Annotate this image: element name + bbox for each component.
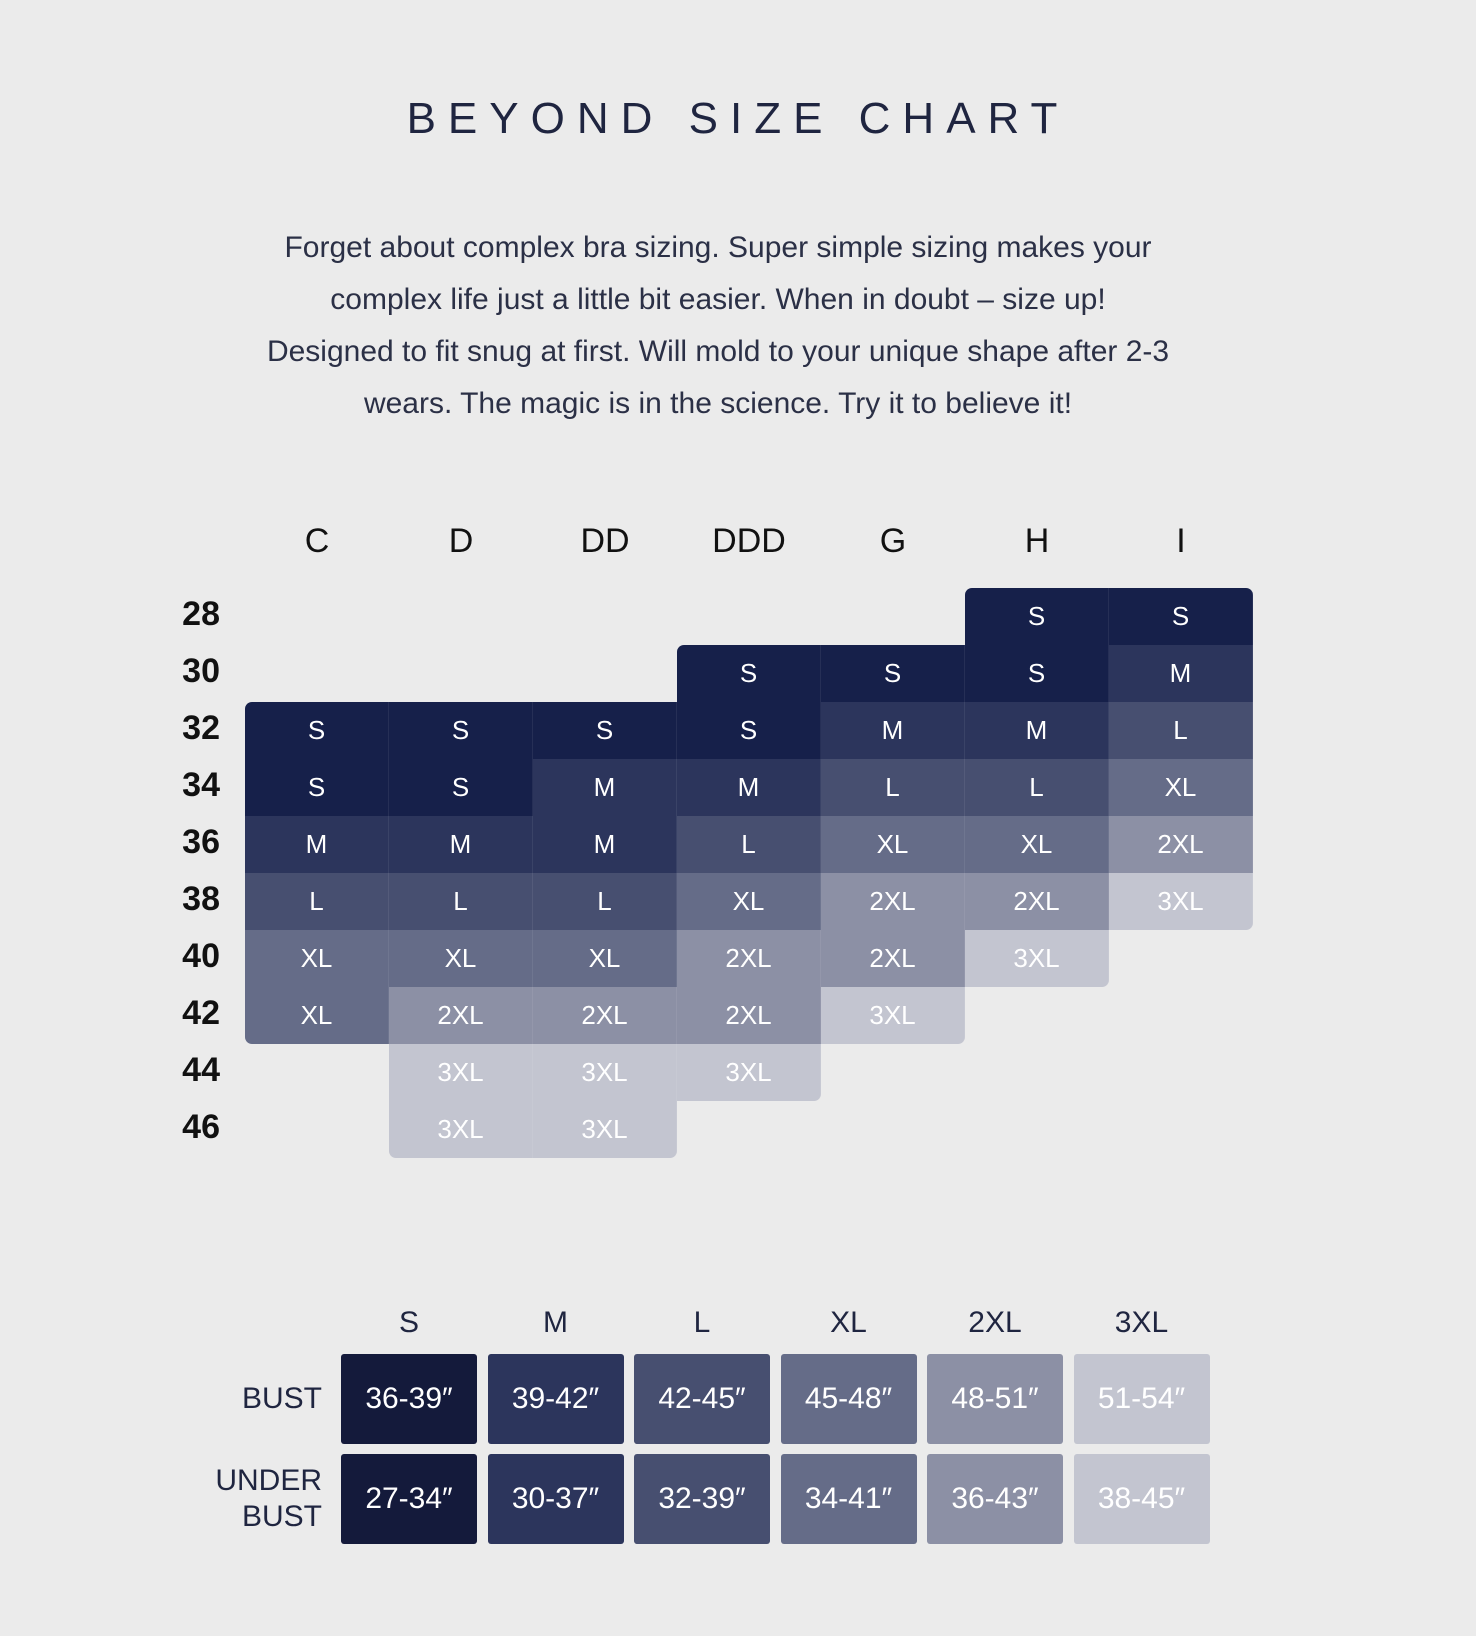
size-cell: XL bbox=[389, 930, 533, 987]
measure-cell: 30-37″ bbox=[487, 1454, 624, 1544]
band-label-28: 28 bbox=[182, 595, 220, 633]
cup-header-i: I bbox=[1176, 522, 1186, 560]
size-cell: 2XL bbox=[677, 987, 821, 1044]
size-cell: M bbox=[965, 702, 1109, 759]
size-cell: 3XL bbox=[965, 930, 1109, 987]
band-label-44: 44 bbox=[182, 1051, 220, 1089]
measure-header-xl: XL bbox=[830, 1306, 867, 1339]
band-label-30: 30 bbox=[182, 652, 220, 690]
size-cell: S bbox=[245, 702, 389, 759]
measure-header-2xl: 2XL bbox=[968, 1306, 1022, 1339]
size-cell: XL bbox=[533, 930, 677, 987]
measure-cell: 36-39″ bbox=[341, 1354, 477, 1444]
size-cell: M bbox=[1109, 645, 1253, 702]
size-cell: S bbox=[677, 645, 821, 702]
intro-line: complex life just a little bit easier. W… bbox=[330, 283, 1106, 316]
size-cell: S bbox=[965, 645, 1109, 702]
size-cell: S bbox=[677, 702, 821, 759]
size-cell: 2XL bbox=[821, 930, 965, 987]
measure-cell: 48-51″ bbox=[927, 1354, 1063, 1444]
size-cell: 2XL bbox=[677, 930, 821, 987]
cup-header-g: G bbox=[879, 522, 907, 560]
size-cell: XL bbox=[245, 930, 389, 987]
size-cell: 3XL bbox=[389, 1044, 533, 1101]
measure-row-label-line: BUST bbox=[241, 1382, 322, 1415]
cup-header-d: D bbox=[448, 522, 474, 560]
measure-row-label-line: BUST bbox=[241, 1500, 322, 1533]
size-cell: M bbox=[389, 816, 533, 873]
measure-cell: 38-45″ bbox=[1073, 1454, 1210, 1544]
size-cell: XL bbox=[245, 987, 389, 1044]
measure-row-label: UNDER BUST bbox=[180, 1463, 322, 1535]
band-label-32: 32 bbox=[182, 709, 220, 747]
size-cell: 3XL bbox=[533, 1101, 677, 1158]
cup-header-dd: DD bbox=[580, 522, 630, 560]
band-label-36: 36 bbox=[182, 823, 220, 861]
size-cell: M bbox=[245, 816, 389, 873]
size-cell: M bbox=[821, 702, 965, 759]
size-cell: 3XL bbox=[821, 987, 965, 1044]
measure-cell: 27-34″ bbox=[341, 1454, 477, 1544]
measure-row-label-line: UNDER bbox=[215, 1464, 322, 1497]
measure-cell: 36-43″ bbox=[927, 1454, 1063, 1544]
cup-header-c: C bbox=[304, 522, 330, 560]
band-label-40: 40 bbox=[182, 937, 220, 975]
measure-cell: 39-42″ bbox=[487, 1354, 624, 1444]
size-cell: XL bbox=[965, 816, 1109, 873]
intro-text: Forget about complex bra sizing. Super s… bbox=[200, 222, 1236, 430]
size-cell: 2XL bbox=[533, 987, 677, 1044]
size-cell: S bbox=[533, 702, 677, 759]
size-cell: L bbox=[245, 873, 389, 930]
size-cell: L bbox=[965, 759, 1109, 816]
size-cell: XL bbox=[1109, 759, 1253, 816]
measure-cell: 51-54″ bbox=[1073, 1354, 1210, 1444]
band-label-42: 42 bbox=[182, 994, 220, 1032]
size-cell: S bbox=[245, 759, 389, 816]
intro-line: wears. The magic is in the science. Try … bbox=[363, 387, 1073, 420]
cup-header-ddd: DDD bbox=[712, 522, 786, 560]
size-cell: 3XL bbox=[677, 1044, 821, 1101]
measure-cell: 45-48″ bbox=[780, 1354, 917, 1444]
size-cell: 2XL bbox=[965, 873, 1109, 930]
measure-header-l: L bbox=[693, 1306, 711, 1339]
size-cell: 2XL bbox=[821, 873, 965, 930]
size-cell: 3XL bbox=[389, 1101, 533, 1158]
size-cell: 3XL bbox=[533, 1044, 677, 1101]
intro-line: Forget about complex bra sizing. Super s… bbox=[284, 231, 1152, 264]
size-cell: L bbox=[389, 873, 533, 930]
size-cell: S bbox=[389, 702, 533, 759]
measure-header-m: M bbox=[543, 1306, 568, 1339]
intro-line: Designed to fit snug at first. Will mold… bbox=[266, 335, 1170, 368]
page-title: BEYOND SIZE CHART bbox=[406, 94, 1070, 143]
measure-cell: 32-39″ bbox=[634, 1454, 770, 1544]
size-cell: M bbox=[533, 816, 677, 873]
measure-header-s: S bbox=[398, 1306, 419, 1339]
size-cell: 3XL bbox=[1109, 873, 1253, 930]
size-cell: XL bbox=[677, 873, 821, 930]
measure-cell: 34-41″ bbox=[780, 1454, 917, 1544]
measure-header-3xl: 3XL bbox=[1114, 1306, 1169, 1339]
size-cell: S bbox=[821, 645, 965, 702]
band-label-38: 38 bbox=[182, 880, 220, 918]
measure-row-label: BUST bbox=[180, 1381, 322, 1417]
size-cell: M bbox=[677, 759, 821, 816]
size-cell: 2XL bbox=[1109, 816, 1253, 873]
cup-header-h: H bbox=[1024, 522, 1050, 560]
size-cell: 2XL bbox=[389, 987, 533, 1044]
size-cell: L bbox=[821, 759, 965, 816]
size-cell: S bbox=[965, 588, 1109, 645]
size-cell: L bbox=[533, 873, 677, 930]
size-cell: S bbox=[1109, 588, 1253, 645]
size-cell: S bbox=[389, 759, 533, 816]
size-cell: L bbox=[677, 816, 821, 873]
band-label-34: 34 bbox=[182, 766, 220, 804]
size-cell: XL bbox=[821, 816, 965, 873]
size-cell: M bbox=[533, 759, 677, 816]
size-cell: L bbox=[1109, 702, 1253, 759]
measure-cell: 42-45″ bbox=[634, 1354, 770, 1444]
band-label-46: 46 bbox=[182, 1108, 220, 1146]
